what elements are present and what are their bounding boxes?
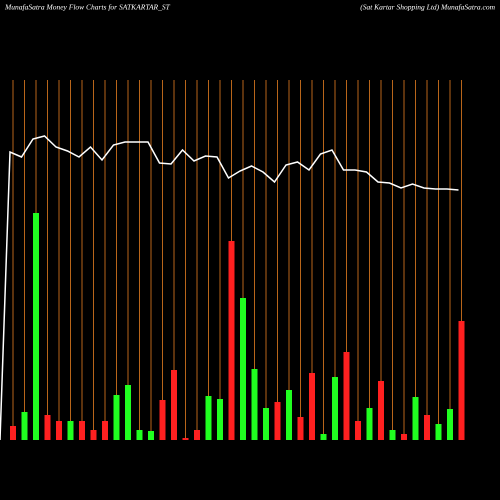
- bar: [171, 370, 177, 440]
- bar: [447, 409, 453, 440]
- chart-title: MunafaSatra Money Flow Charts for SATKAR…: [4, 3, 171, 12]
- bar: [102, 421, 108, 440]
- bar: [240, 298, 246, 440]
- bar: [297, 417, 304, 440]
- bar: [435, 424, 442, 440]
- bar: [148, 431, 154, 440]
- bar: [263, 408, 269, 440]
- bar: [10, 426, 16, 440]
- bar: [378, 381, 384, 440]
- bar: [113, 395, 120, 440]
- bar: [401, 434, 407, 440]
- bar: [228, 241, 235, 440]
- bar: [217, 399, 223, 440]
- bar: [21, 412, 28, 440]
- bar: [205, 396, 212, 440]
- bar: [251, 369, 258, 440]
- bar: [332, 377, 338, 440]
- bar: [90, 430, 97, 440]
- bar: [366, 408, 373, 440]
- bar: [182, 438, 189, 440]
- bar: [320, 434, 327, 440]
- bar: [343, 352, 350, 440]
- bar: [355, 421, 361, 440]
- bar: [44, 415, 51, 440]
- bar: [125, 385, 131, 440]
- bar: [79, 421, 85, 440]
- bar: [194, 430, 200, 440]
- bar: [412, 397, 419, 440]
- bar: [56, 421, 62, 440]
- price-line: [0, 135, 459, 441]
- bar: [424, 415, 430, 440]
- bar: [274, 402, 281, 440]
- bar: [389, 430, 396, 440]
- bar: [33, 213, 39, 440]
- bar: [136, 430, 143, 440]
- bar: [159, 400, 166, 440]
- chart-subtitle: (Sat Kartar Shopping Ltd) MunafaSatra.co…: [360, 3, 495, 12]
- bar: [67, 421, 74, 440]
- bar: [309, 373, 315, 440]
- bar: [458, 321, 465, 440]
- bar: [286, 390, 292, 440]
